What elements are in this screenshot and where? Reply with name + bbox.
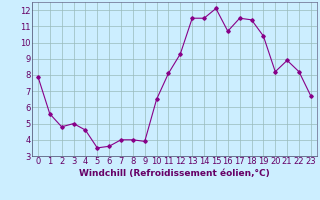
X-axis label: Windchill (Refroidissement éolien,°C): Windchill (Refroidissement éolien,°C) <box>79 169 270 178</box>
